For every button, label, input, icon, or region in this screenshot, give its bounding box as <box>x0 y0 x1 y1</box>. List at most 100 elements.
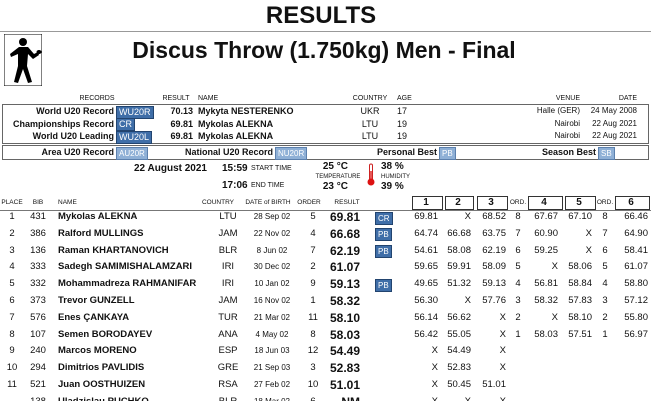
country: ESP <box>218 345 238 357</box>
country: IRI <box>221 261 235 273</box>
humidity-end: 39 % <box>381 181 404 192</box>
record-venue: Halle (GER) <box>536 106 580 115</box>
attempt-5: 58.84 <box>568 278 592 290</box>
record-label: World U20 Record <box>36 106 114 116</box>
end-time: 17:06 <box>222 180 248 191</box>
country: JAM <box>218 295 238 306</box>
attempt-2: X <box>464 295 471 306</box>
athlete-name: Mykolas ALEKNA <box>58 211 138 222</box>
order: 11 <box>308 311 318 323</box>
country: JAM <box>218 227 238 239</box>
bib: 240 <box>30 345 46 357</box>
result: 58.03 <box>329 327 360 342</box>
place: 5 <box>9 278 15 290</box>
order-after-5: 1 <box>602 328 608 340</box>
record-venue: Nairobi <box>554 118 580 128</box>
record-result: 69.81 <box>170 118 193 129</box>
result: 52.83 <box>329 361 360 376</box>
record-age: 17 <box>397 106 408 116</box>
order-after-3: 3 <box>515 295 521 306</box>
attempt-2: 52.83 <box>447 362 471 374</box>
attempt-5: X <box>585 244 592 256</box>
record-country: LTU <box>361 131 379 141</box>
results-header: ORDER <box>297 199 321 206</box>
attempt-4: 67.67 <box>534 211 558 222</box>
attempt-6: 64.90 <box>624 227 648 239</box>
athlete-name: Dimitrios PAVLIDIS <box>58 362 145 374</box>
country: BLR <box>219 396 237 401</box>
column-box <box>445 196 474 210</box>
order: 5 <box>310 211 316 222</box>
result: 59.13 <box>329 277 360 292</box>
attempt-5: 57.83 <box>568 295 592 306</box>
record-name: Mykolas ALEKNA <box>198 131 274 141</box>
discus-icon <box>4 34 42 86</box>
attempt-5: 58.10 <box>568 311 592 323</box>
result: NM <box>341 396 360 401</box>
attempt-6: 58.80 <box>624 278 648 290</box>
record-date: 22 Aug 2021 <box>592 118 637 128</box>
order: 4 <box>310 227 316 239</box>
place: 11 <box>7 379 17 390</box>
date-of-birth: 4 May 02 <box>255 329 289 339</box>
records-header: AGE <box>397 95 412 102</box>
bib: 138 <box>30 396 46 401</box>
attempt-2: 54.49 <box>447 345 471 357</box>
date-of-birth: 10 Jan 02 <box>254 279 290 289</box>
order: 1 <box>310 295 316 306</box>
legend-label: National U20 Record <box>184 147 273 157</box>
start-time: 15:59 <box>222 163 248 174</box>
attempt-6: 66.46 <box>624 211 648 222</box>
athlete-name: Marcos MORENO <box>58 345 137 357</box>
attempt-4: 58.03 <box>534 328 558 340</box>
record-name: Mykyta NESTERENKO <box>198 106 294 116</box>
results-header: ORD. <box>596 199 614 206</box>
attempt-3: 58.09 <box>482 261 506 273</box>
temperature-start: 25 °C <box>322 161 348 172</box>
results-header: 3 <box>488 197 494 208</box>
bib: 136 <box>30 244 46 256</box>
athlete-name: Semen BORODAYEV <box>58 328 153 340</box>
attempt-1: 54.61 <box>414 244 438 256</box>
results-header: ORD. <box>509 199 527 206</box>
attempt-1: 56.42 <box>414 328 438 340</box>
legend-box <box>2 145 649 160</box>
country: GRE <box>217 362 239 374</box>
date-of-birth: 16 Nov 02 <box>253 296 291 305</box>
place: 2 <box>9 227 15 239</box>
page-title: RESULTS <box>265 2 377 29</box>
attempt-1: X <box>431 362 438 374</box>
attempt-4: X <box>551 261 558 273</box>
record-label: World U20 Leading <box>32 131 114 141</box>
temperature-label: TEMPERATURE <box>315 174 361 180</box>
legend-code: PB <box>439 146 456 160</box>
order-after-3: 2 <box>515 311 521 323</box>
attempt-6: 57.12 <box>624 295 648 306</box>
results-header: 5 <box>576 197 582 208</box>
attempt-5: X <box>585 227 592 239</box>
records-header: RECORDS <box>79 95 115 102</box>
legend-label: Season Best <box>541 147 596 157</box>
humidity-label: HUMIDITY <box>381 174 410 180</box>
record-result: 69.81 <box>170 131 193 141</box>
date-of-birth: 30 Dec 02 <box>253 262 291 272</box>
attempt-3: 59.13 <box>482 278 506 290</box>
attempt-3: X <box>499 345 506 357</box>
order-after-3: 4 <box>515 278 521 290</box>
attempt-3: 57.76 <box>482 295 506 306</box>
results-header: NAME <box>58 199 77 206</box>
record-name: Mykolas ALEKNA <box>198 118 274 129</box>
column-box <box>477 196 508 210</box>
order: 8 <box>310 328 316 340</box>
attempt-6: 55.80 <box>624 311 648 323</box>
place: 1 <box>9 211 15 222</box>
order-after-3: 8 <box>515 211 521 222</box>
date-of-birth: 21 Mar 02 <box>253 312 291 322</box>
attempt-6: 58.41 <box>624 244 648 256</box>
results-header: DATE of BIRTH <box>245 199 291 206</box>
attempt-1: 59.65 <box>414 261 438 273</box>
header-rule <box>0 31 651 32</box>
bib: 521 <box>30 379 46 390</box>
records-header: VENUE <box>555 95 580 102</box>
attempt-1: 64.74 <box>414 227 438 239</box>
